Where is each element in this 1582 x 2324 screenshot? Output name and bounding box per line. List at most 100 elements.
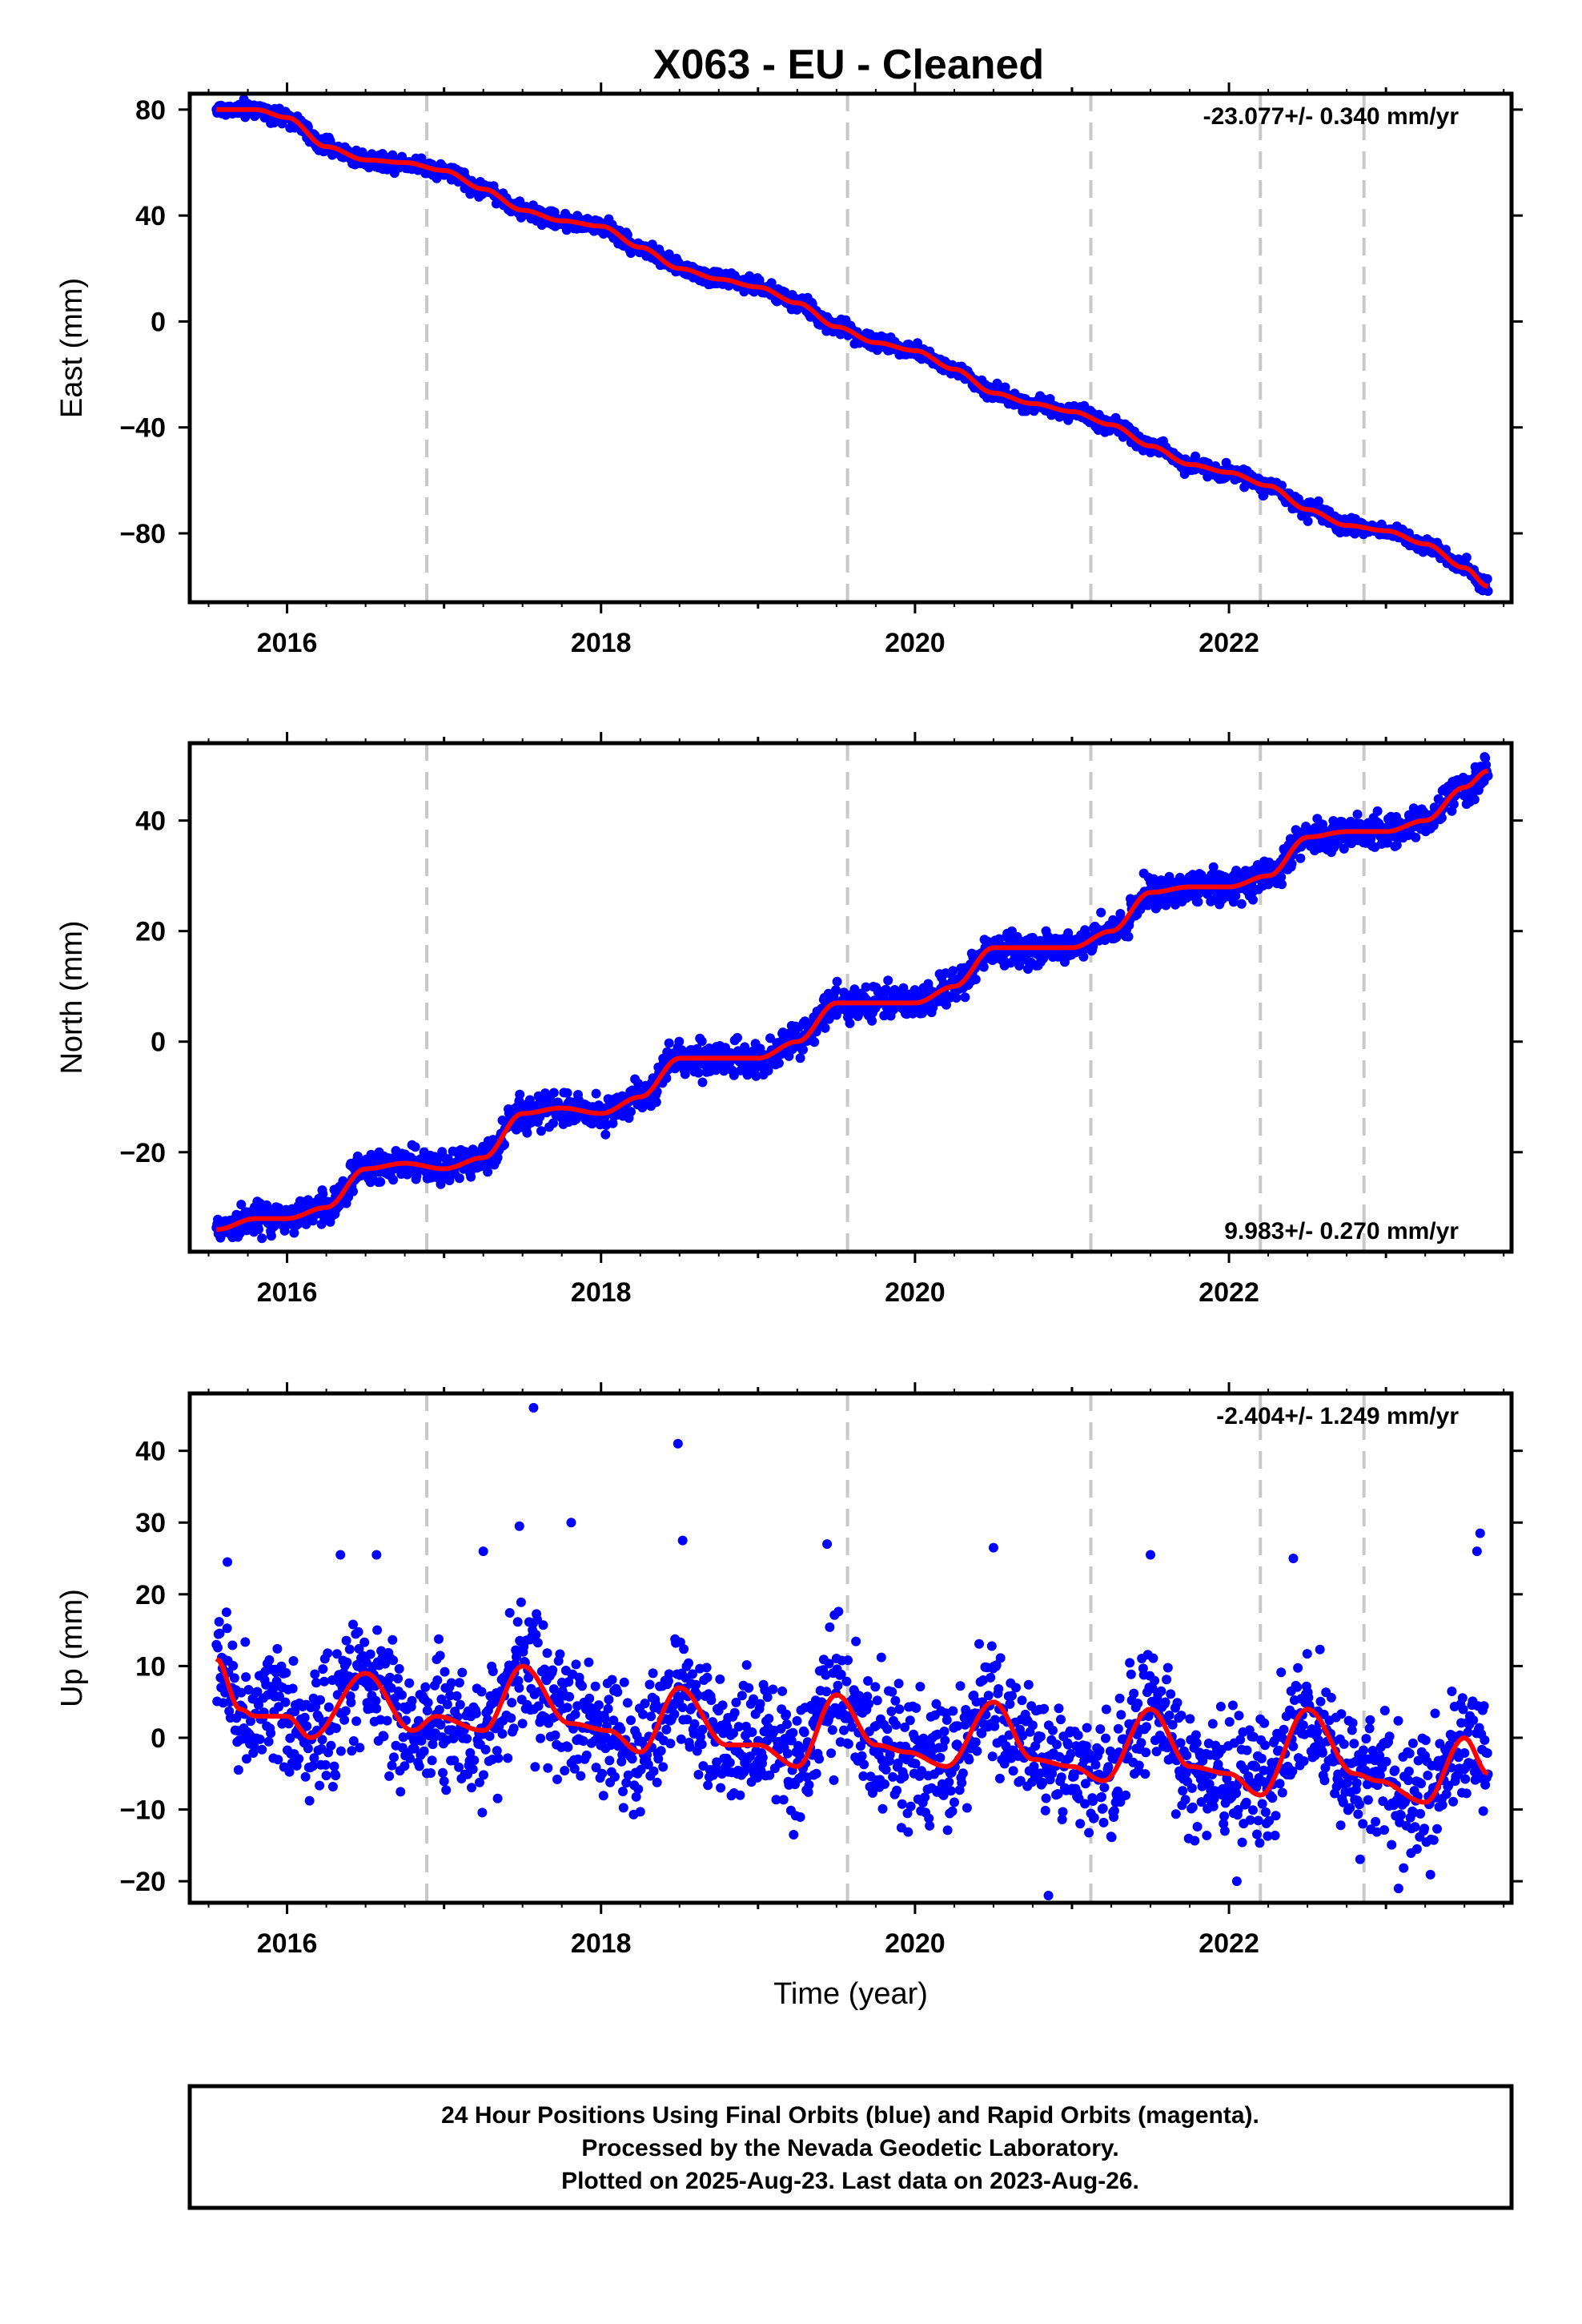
y-tick-label: −20: [119, 1138, 166, 1168]
observation-point: [287, 1683, 298, 1694]
observation-point: [576, 1771, 586, 1781]
observation-point: [409, 1743, 420, 1754]
observation-point: [612, 1687, 623, 1697]
observation-point: [514, 1683, 524, 1693]
observation-point: [652, 1777, 662, 1787]
observation-point: [619, 1677, 629, 1687]
observation-point: [454, 1762, 464, 1772]
observation-point: [315, 1780, 325, 1791]
x-tick-label: 2020: [885, 1277, 946, 1308]
observation-point: [1372, 806, 1383, 816]
observation-point: [493, 1753, 504, 1763]
observation-point: [530, 1762, 540, 1772]
observation-point: [348, 1736, 359, 1746]
model-curve: [216, 107, 1489, 589]
observation-point: [365, 1649, 375, 1659]
observation-point: [703, 1780, 713, 1791]
observation-point: [861, 982, 871, 992]
x-tick-label: 2020: [885, 628, 946, 658]
observation-point: [684, 1658, 693, 1668]
observation-point: [517, 1719, 528, 1729]
observation-point: [455, 1699, 465, 1710]
observation-point: [571, 1659, 581, 1670]
observation-point: [389, 1694, 400, 1703]
observation-point: [483, 1167, 493, 1177]
observation-point: [500, 1140, 509, 1150]
observation-point: [243, 1685, 254, 1695]
observation-point: [626, 1715, 636, 1726]
observation-point: [477, 1807, 488, 1818]
observation-point: [427, 1755, 437, 1766]
observation-point: [555, 1649, 565, 1659]
observation-point: [978, 962, 989, 972]
observation-point: [857, 1751, 867, 1761]
observation-point: [548, 1088, 559, 1098]
observation-point: [870, 1682, 881, 1692]
observation-point: [741, 1660, 752, 1671]
observation-point: [475, 1777, 484, 1787]
observation-point: [543, 1763, 553, 1773]
observation-point: [524, 1673, 534, 1683]
observation-point: [664, 249, 674, 259]
observation-point: [811, 1768, 821, 1779]
observation-point: [648, 1668, 658, 1679]
plot-frame: [187, 91, 1514, 605]
observation-point: [845, 1018, 855, 1028]
observation-point: [506, 1713, 516, 1723]
observation-point: [454, 1173, 464, 1184]
observation-point: [1328, 816, 1339, 826]
observation-point: [280, 1697, 291, 1707]
observation-point: [804, 1779, 814, 1790]
observation-point: [664, 1038, 674, 1048]
observation-point: [335, 1746, 346, 1756]
observation-point: [512, 1617, 523, 1627]
observation-point: [533, 1701, 544, 1711]
observation-point: [680, 1069, 690, 1080]
observation-point: [569, 1763, 580, 1774]
observation-point: [548, 1684, 559, 1695]
observation-point: [564, 1691, 575, 1702]
observation-point: [384, 1771, 395, 1781]
observation-point: [331, 1723, 341, 1733]
observation-point: [608, 1715, 619, 1726]
observation-point: [222, 1623, 232, 1634]
observation-point: [323, 1648, 333, 1659]
observation-point: [353, 1626, 363, 1637]
observation-point: [755, 1699, 765, 1709]
observation-point: [626, 1107, 636, 1117]
observation-point: [423, 1698, 433, 1708]
observation-point: [1339, 843, 1349, 854]
observation-point: [1088, 942, 1098, 951]
observation-point: [492, 1793, 503, 1803]
observation-point: [788, 1727, 798, 1738]
observation-point: [597, 1768, 608, 1779]
observation-point: [272, 1643, 283, 1654]
observation-point: [311, 1678, 321, 1688]
observation-point: [1248, 895, 1258, 905]
observation-point: [351, 1716, 362, 1727]
observation-point: [843, 1655, 853, 1666]
observation-point: [1080, 925, 1090, 935]
observation-point: [457, 1667, 468, 1678]
observation-point: [329, 1761, 339, 1771]
observation-point: [697, 1739, 707, 1750]
observation-point: [318, 1664, 328, 1675]
observation-point: [508, 1723, 519, 1734]
observation-point: [1123, 931, 1134, 942]
observation-point: [504, 1608, 515, 1618]
observation-point: [1352, 809, 1363, 819]
observation-point: [323, 1702, 334, 1712]
observation-point: [394, 1663, 404, 1674]
observation-point: [273, 1755, 283, 1765]
x-tick-label: 2018: [571, 628, 632, 658]
observation-point: [656, 1746, 666, 1756]
observation-point: [851, 1636, 861, 1647]
observation-point: [633, 1784, 644, 1795]
observation-point: [1469, 794, 1480, 805]
observation-point: [735, 1790, 745, 1800]
observation-point: [627, 1754, 637, 1764]
observation-point: [757, 1752, 768, 1763]
observation-point: [763, 1066, 773, 1076]
observation-point: [388, 1655, 399, 1666]
